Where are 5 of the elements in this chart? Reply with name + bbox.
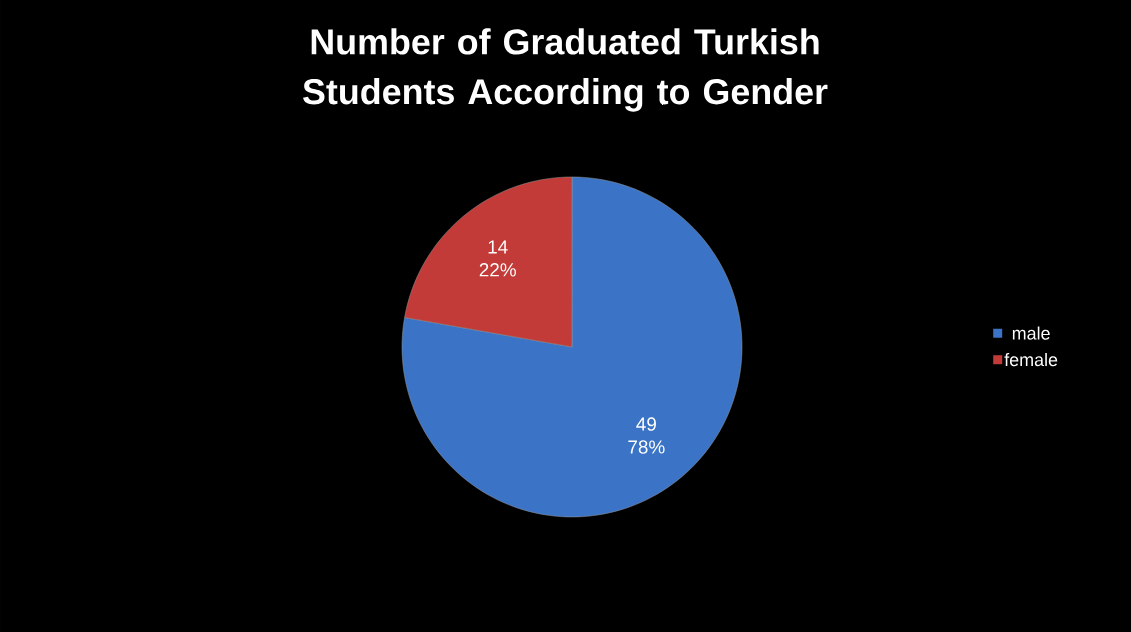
legend-label: female <box>1004 352 1058 367</box>
legend-label: male <box>1012 326 1050 340</box>
chart-title: Number of Graduated Turkish Students According to Gender <box>303 28 828 112</box>
data-label: 14 22% <box>479 240 516 277</box>
data-label: 49 78% <box>628 417 665 454</box>
